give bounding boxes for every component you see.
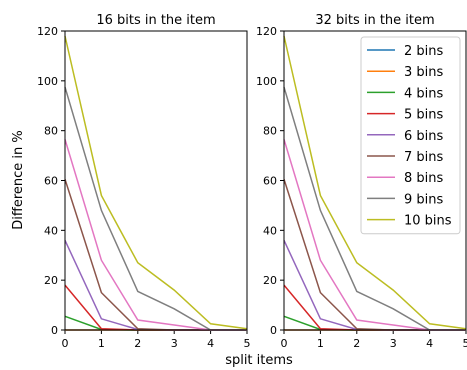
legend-label: 5 bins bbox=[404, 108, 444, 123]
x-tick-label: 1 bbox=[317, 337, 324, 350]
y-tick-label: 0 bbox=[51, 324, 58, 337]
x-tick-label: 2 bbox=[134, 337, 141, 350]
x-tick-label: 2 bbox=[353, 337, 360, 350]
series-line-10-bins bbox=[283, 35, 467, 330]
y-tick-label: 40 bbox=[263, 224, 277, 237]
tick-layer: 0 1 2 3 4 5 0 20 40 60 80 100 120 bbox=[37, 25, 251, 350]
y-tick-label: 120 bbox=[256, 25, 277, 38]
y-tick-label: 100 bbox=[256, 75, 277, 88]
y-tick-label: 80 bbox=[263, 125, 277, 138]
x-tick-label: 3 bbox=[390, 337, 397, 350]
x-tick-label: 0 bbox=[281, 337, 288, 350]
x-tick-label: 3 bbox=[171, 337, 178, 350]
legend-label: 10 bins bbox=[404, 214, 452, 229]
legend-label: 8 bins bbox=[404, 171, 444, 186]
y-tick-label: 80 bbox=[44, 125, 58, 138]
y-tick-label: 40 bbox=[44, 224, 58, 237]
y-tick-label: 60 bbox=[263, 175, 277, 188]
legend-label: 2 bins bbox=[404, 44, 444, 59]
series-line-10-bins bbox=[64, 35, 248, 330]
x-tick-label: 5 bbox=[244, 337, 251, 350]
legend-label: 9 bins bbox=[404, 192, 444, 207]
x-tick-label: 4 bbox=[207, 337, 214, 350]
y-tick-label: 20 bbox=[263, 274, 277, 287]
legend: 2 bins 3 bins 4 bins 5 bins 6 bins 7 bins 8 bi… bbox=[360, 36, 461, 235]
x-axis-label: split items bbox=[225, 353, 293, 368]
x-tick-label: 4 bbox=[426, 337, 433, 350]
x-tick-label: 5 bbox=[463, 337, 467, 350]
legend-box bbox=[360, 36, 461, 235]
subplot-32-bits: 32 bits in the item 0 1 2 3 4 5 0 20 40 60 80 100 12… bbox=[256, 13, 467, 350]
axes-frame bbox=[64, 30, 248, 331]
subplot-title: 16 bits in the item bbox=[96, 13, 215, 28]
x-tick-label: 0 bbox=[62, 337, 69, 350]
y-tick-label: 20 bbox=[44, 274, 58, 287]
x-tick-label: 1 bbox=[98, 337, 105, 350]
y-axis-label: Difference in % bbox=[11, 130, 26, 230]
y-tick-label: 120 bbox=[37, 25, 58, 38]
legend-label: 6 bins bbox=[404, 129, 444, 144]
legend-label: 7 bins bbox=[404, 150, 444, 165]
subplot-title: 32 bits in the item bbox=[315, 13, 434, 28]
y-tick-label: 0 bbox=[270, 324, 277, 337]
y-tick-label: 60 bbox=[44, 175, 58, 188]
subplot-16-bits: 16 bits in the item 0 1 2 3 4 5 0 20 40 60 80 100 12… bbox=[37, 13, 251, 350]
axes-frame bbox=[283, 30, 467, 331]
legend-label: 4 bins bbox=[404, 86, 444, 101]
tick-layer: 0 1 2 3 4 5 0 20 40 60 80 100 120 bbox=[256, 25, 467, 350]
y-tick-label: 100 bbox=[37, 75, 58, 88]
legend-label: 3 bins bbox=[404, 65, 444, 80]
